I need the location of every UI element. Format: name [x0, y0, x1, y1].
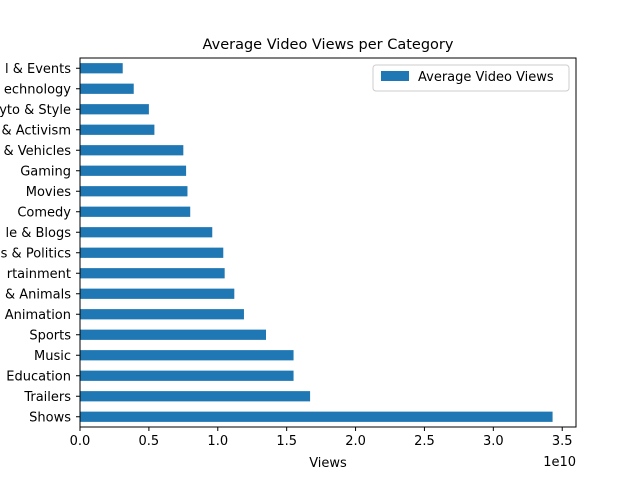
y-tick-label: s & Politics	[1, 246, 72, 261]
bar	[80, 350, 294, 361]
bar	[80, 104, 149, 115]
x-tick-label: 2.5	[414, 434, 435, 449]
plot-frame	[79, 57, 577, 428]
x-tick-label: 0.5	[139, 434, 160, 449]
y-tick-label: Gaming	[20, 164, 71, 179]
x-tick-label: 3.5	[552, 434, 573, 449]
bar	[80, 227, 213, 238]
y-tick-label: Comedy	[17, 205, 71, 220]
x-tick-label: 0.0	[70, 434, 91, 449]
bar	[80, 391, 311, 402]
bar	[80, 63, 123, 74]
bar	[80, 165, 187, 176]
y-tick-label: & Activism	[1, 123, 71, 138]
bar	[80, 329, 266, 340]
bar	[80, 83, 134, 94]
y-tick-label: & Animals	[5, 287, 71, 302]
y-tick-label: Shows	[29, 410, 71, 425]
x-axis-offset-label: 1e10	[543, 455, 576, 470]
bars-group	[80, 63, 553, 422]
x-tick-label: 2.0	[345, 434, 366, 449]
x-tick-label: 1.0	[207, 434, 228, 449]
y-tick-label: Movies	[26, 185, 71, 200]
x-axis-label: Views	[309, 456, 347, 471]
x-tick-label: 3.0	[483, 434, 504, 449]
bar	[80, 186, 188, 197]
bar	[80, 124, 155, 135]
y-tick-label: Animation	[5, 308, 71, 323]
legend-box	[372, 64, 570, 92]
bar	[80, 288, 235, 299]
y-tick-label: Music	[34, 349, 71, 364]
bar	[80, 247, 224, 258]
bar	[80, 268, 225, 279]
y-tick-label: Trailers	[23, 390, 71, 405]
legend-swatch	[381, 71, 409, 81]
y-tick-label: rtainment	[7, 267, 71, 282]
y-tick-label: Education	[6, 369, 71, 384]
y-tick-label: & Vehicles	[3, 144, 71, 159]
legend: Average Video Views	[372, 64, 570, 92]
legend-label: Average Video Views	[418, 70, 554, 85]
y-axis-ticks: Shows Trailers Education Music Sports Animati…	[0, 62, 80, 425]
y-tick-label: yto & Style	[0, 103, 71, 118]
y-tick-label: Sports	[29, 328, 71, 343]
bar	[80, 370, 294, 381]
bar	[80, 309, 244, 320]
x-tick-label: 1.5	[276, 434, 297, 449]
y-tick-label: le & Blogs	[5, 226, 71, 241]
x-axis-ticks: 0.0 0.5 1.0 1.5 2.0 2.5 3.0 3.5	[70, 427, 573, 449]
bar	[80, 411, 553, 422]
chart-title: Average Video Views per Category	[203, 37, 454, 53]
bar	[80, 145, 184, 156]
y-tick-label: echnology	[4, 82, 71, 97]
y-tick-label: l & Events	[5, 62, 71, 77]
bar	[80, 206, 191, 217]
